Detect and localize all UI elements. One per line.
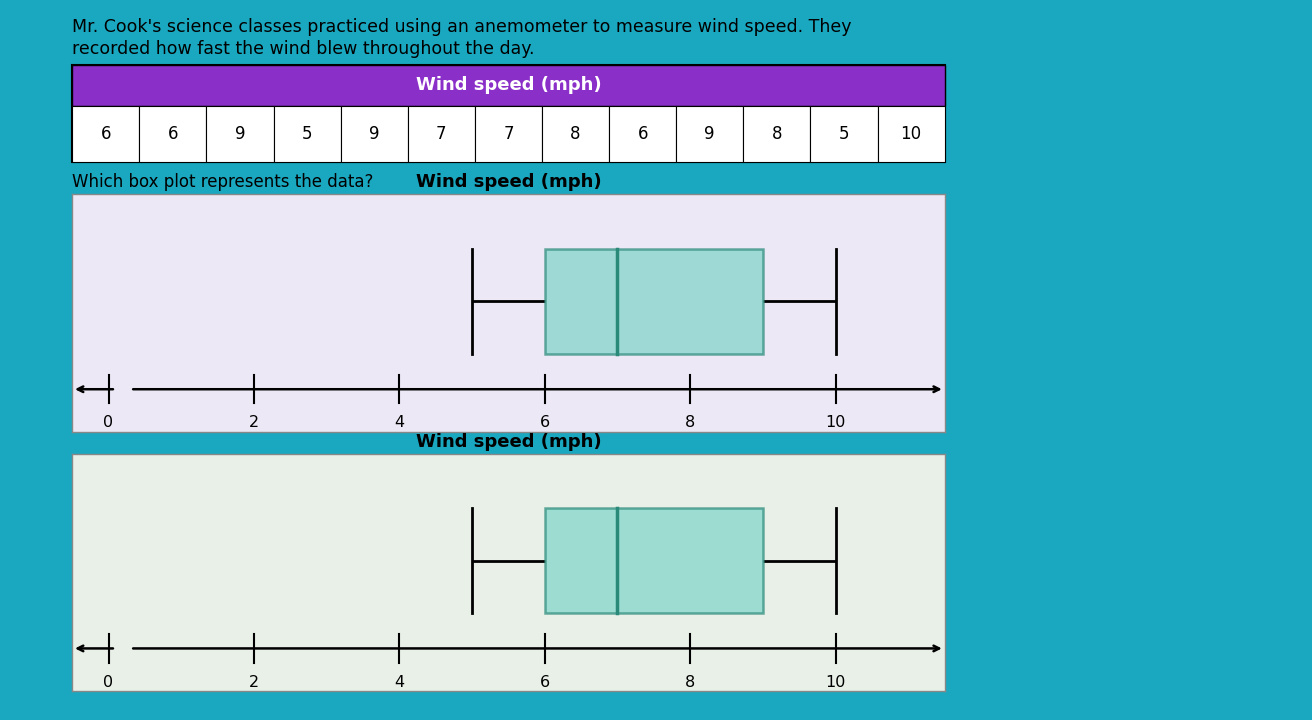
- Bar: [544, 508, 762, 613]
- Text: 6: 6: [101, 125, 112, 143]
- Bar: [676, 106, 744, 162]
- Text: Which box plot represents the data?: Which box plot represents the data?: [72, 173, 374, 191]
- Bar: [544, 249, 762, 354]
- Title: Wind speed (mph): Wind speed (mph): [416, 174, 601, 192]
- Text: 6: 6: [168, 125, 178, 143]
- Bar: [475, 106, 542, 162]
- Text: recorded how fast the wind blew throughout the day.: recorded how fast the wind blew througho…: [72, 40, 535, 58]
- Text: 0: 0: [104, 675, 114, 690]
- Text: 8: 8: [771, 125, 782, 143]
- Bar: [542, 106, 609, 162]
- Bar: [273, 106, 341, 162]
- Text: Mr. Cook's science classes practiced using an anemometer to measure wind speed. : Mr. Cook's science classes practiced usi…: [72, 18, 851, 36]
- Bar: [206, 106, 273, 162]
- Text: 7: 7: [502, 125, 514, 143]
- Text: 6: 6: [638, 125, 648, 143]
- Bar: [408, 106, 475, 162]
- Bar: [341, 106, 408, 162]
- Text: 8: 8: [685, 675, 695, 690]
- Text: 10: 10: [900, 125, 921, 143]
- Text: 2: 2: [249, 415, 258, 431]
- Bar: [72, 65, 945, 106]
- Text: 6: 6: [539, 675, 550, 690]
- Text: Wind speed (mph): Wind speed (mph): [416, 76, 601, 94]
- Text: 10: 10: [825, 675, 846, 690]
- Text: 7: 7: [436, 125, 446, 143]
- Bar: [72, 106, 139, 162]
- Text: 5: 5: [302, 125, 312, 143]
- Text: 6: 6: [539, 415, 550, 431]
- Text: 8: 8: [685, 415, 695, 431]
- Bar: [139, 106, 206, 162]
- Bar: [744, 106, 811, 162]
- Text: 9: 9: [235, 125, 245, 143]
- Text: 0: 0: [104, 415, 114, 431]
- Text: 2: 2: [249, 675, 258, 690]
- Title: Wind speed (mph): Wind speed (mph): [416, 433, 601, 451]
- Bar: [878, 106, 945, 162]
- Text: 10: 10: [825, 415, 846, 431]
- Text: 8: 8: [571, 125, 581, 143]
- Text: 5: 5: [838, 125, 849, 143]
- Bar: [811, 106, 878, 162]
- Text: 9: 9: [705, 125, 715, 143]
- Bar: [609, 106, 676, 162]
- Text: 9: 9: [369, 125, 379, 143]
- Text: 4: 4: [395, 415, 404, 431]
- Text: 4: 4: [395, 675, 404, 690]
